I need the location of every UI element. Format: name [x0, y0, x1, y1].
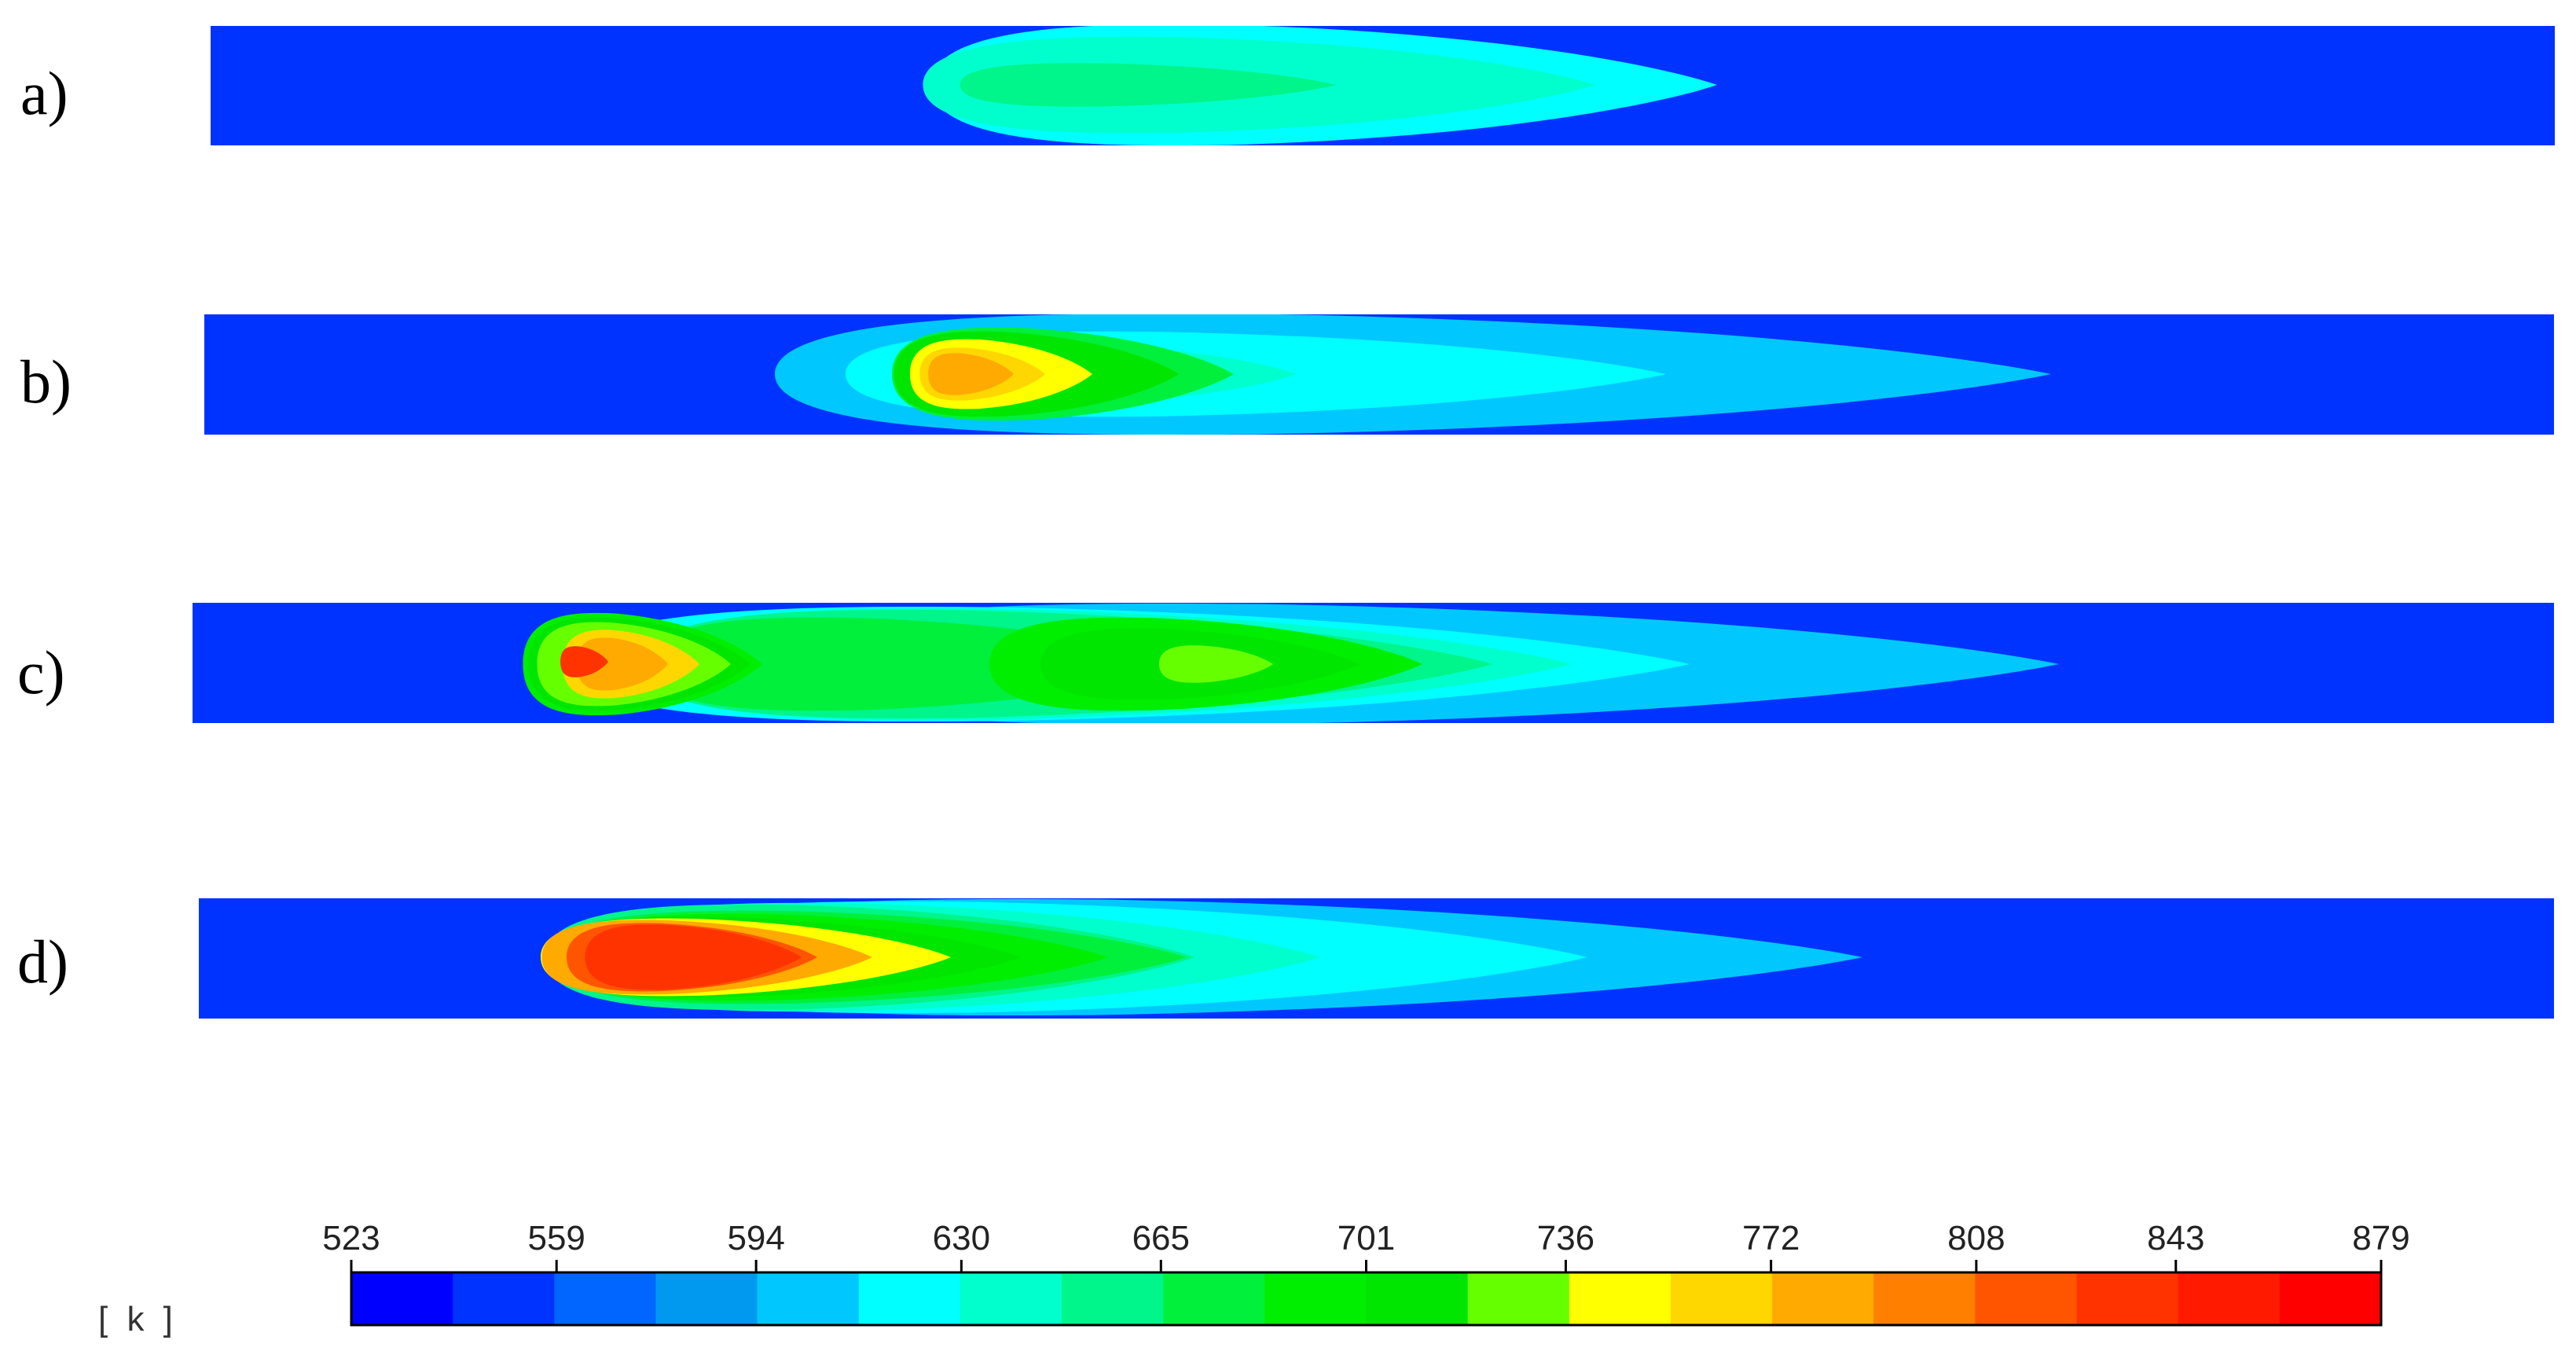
colorbar-cell-18 — [2178, 1272, 2281, 1325]
colorbar-cell-9 — [1264, 1272, 1367, 1325]
colorbar-cell-11 — [1467, 1272, 1570, 1325]
panel-b: b) — [20, 314, 2554, 435]
panel-label: a) — [20, 59, 68, 127]
colorbar-tick-label: 843 — [2147, 1219, 2204, 1257]
colorbar-cell-14 — [1772, 1272, 1875, 1325]
contour-band-level-17 — [560, 646, 608, 677]
colorbar-unit-label: [ k ] — [98, 1300, 178, 1338]
colorbar-cell-7 — [1062, 1272, 1165, 1325]
panel-label: b) — [20, 347, 72, 416]
colorbar-cell-16 — [1975, 1272, 2078, 1325]
colorbar-ticks: 523 559 594 630 665 701 736 772 808 843 879 — [322, 1219, 2410, 1272]
contour-band-level-11 — [1159, 645, 1273, 683]
colorbar-cell-19 — [2279, 1272, 2382, 1325]
colorbar-cell-8 — [1163, 1272, 1266, 1325]
colorbar-cell-3 — [655, 1272, 758, 1325]
panel-d: d) — [17, 898, 2554, 1019]
colorbar-cells — [351, 1272, 2382, 1325]
colorbar-tick-label: 808 — [1947, 1219, 2005, 1257]
contour-band-level-7 — [960, 63, 1336, 107]
colorbar: 523 559 594 630 665 701 736 772 808 843 879 [ k ] — [98, 1219, 2410, 1338]
colorbar-cell-6 — [960, 1272, 1063, 1325]
colorbar-cell-1 — [453, 1272, 556, 1325]
contour-panels: a) b) c) d) — [17, 26, 2555, 1019]
colorbar-cell-13 — [1670, 1272, 1774, 1325]
panel-a: a) — [20, 26, 2555, 145]
colorbar-cell-17 — [2076, 1272, 2179, 1325]
contour-band-level-14 — [928, 353, 1014, 395]
colorbar-tick-label: 701 — [1338, 1219, 1395, 1257]
colorbar-tick-label: 665 — [1132, 1219, 1190, 1257]
colorbar-tick-label: 594 — [727, 1219, 784, 1257]
colorbar-tick-label: 736 — [1537, 1219, 1594, 1257]
colorbar-cell-0 — [351, 1272, 454, 1325]
colorbar-cell-2 — [554, 1272, 657, 1325]
colorbar-cell-4 — [757, 1272, 860, 1325]
colorbar-tick-label: 772 — [1742, 1219, 1800, 1257]
contour-band-level-17 — [585, 924, 802, 990]
panel-c: c) — [17, 603, 2554, 723]
colorbar-tick-label: 879 — [2352, 1219, 2409, 1257]
colorbar-tick-label: 559 — [527, 1219, 585, 1257]
panel-label: c) — [17, 638, 65, 707]
colorbar-tick-label: 523 — [322, 1219, 380, 1257]
colorbar-tick-label: 630 — [933, 1219, 990, 1257]
colorbar-cell-5 — [858, 1272, 961, 1325]
colorbar-cell-10 — [1366, 1272, 1469, 1325]
contour-band-level-14 — [577, 637, 668, 691]
panel-label: d) — [17, 927, 68, 996]
colorbar-cell-12 — [1569, 1272, 1671, 1325]
colorbar-cell-15 — [1873, 1272, 1976, 1325]
